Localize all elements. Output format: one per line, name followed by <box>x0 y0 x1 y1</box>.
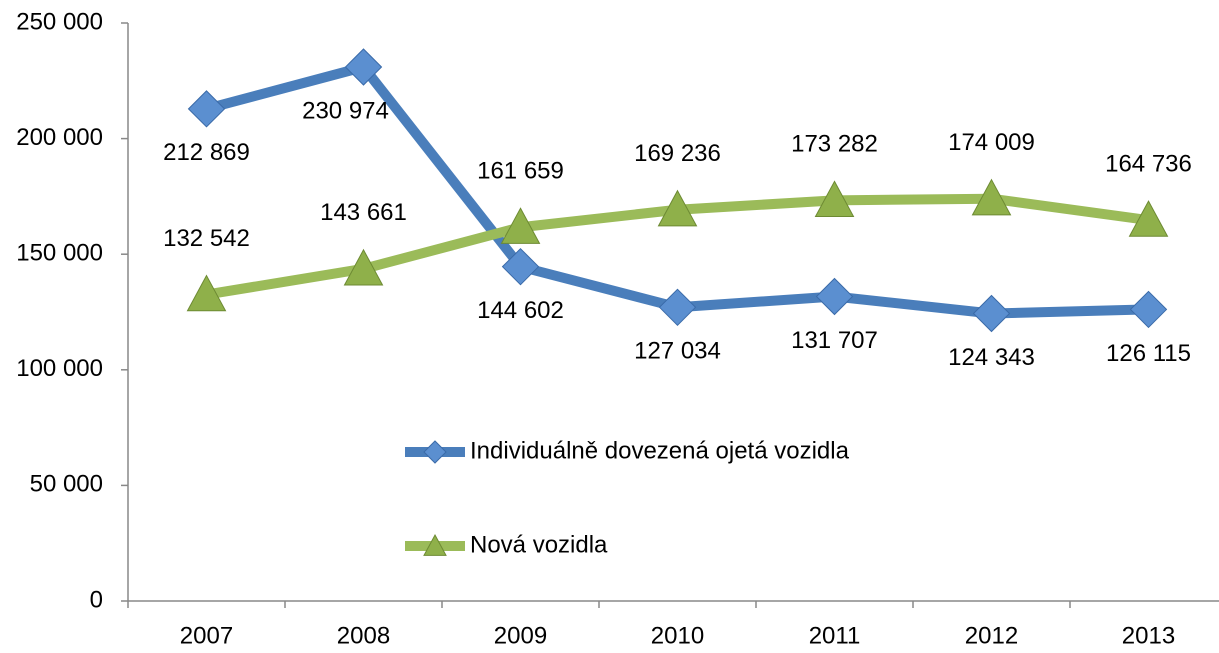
marker <box>500 207 541 244</box>
y-tick-label: 50 000 <box>30 471 103 498</box>
x-tick-label: 2010 <box>651 622 704 648</box>
x-tick-label: 2007 <box>180 622 233 648</box>
data-label: 169 236 <box>634 140 721 167</box>
x-tick-label: 2009 <box>494 622 547 648</box>
y-tick-label: 250 000 <box>16 8 103 35</box>
x-tick-label: 2013 <box>1122 622 1175 648</box>
legend-marker <box>423 440 447 464</box>
x-tick-label: 2012 <box>965 622 1018 648</box>
y-tick-label: 150 000 <box>16 240 103 267</box>
legend-label: Individuálně dovezená ojetá vozidla <box>470 437 850 464</box>
marker <box>972 294 1011 333</box>
data-label: 164 736 <box>1105 150 1192 177</box>
data-label: 212 869 <box>163 139 250 166</box>
legend-marker <box>423 533 447 556</box>
data-label: 131 707 <box>791 327 878 354</box>
data-label: 230 974 <box>302 97 389 124</box>
marker <box>1128 200 1169 237</box>
marker <box>344 48 383 86</box>
data-label: 161 659 <box>477 158 564 185</box>
x-tick-label: 2008 <box>337 622 390 648</box>
data-label: 173 282 <box>791 131 878 158</box>
data-label: 132 542 <box>163 225 250 252</box>
x-tick-label: 2011 <box>809 622 861 648</box>
data-label: 127 034 <box>634 338 721 365</box>
y-tick-label: 100 000 <box>16 355 103 382</box>
marker <box>657 189 698 227</box>
marker <box>186 274 227 312</box>
marker <box>187 90 226 128</box>
y-tick-label: 0 <box>90 586 103 613</box>
data-label: 124 343 <box>948 344 1035 371</box>
data-label: 143 661 <box>320 199 407 226</box>
legend-label: Nová vozidla <box>470 531 608 558</box>
marker <box>1129 290 1168 329</box>
marker <box>658 288 697 327</box>
marker <box>814 180 855 218</box>
y-tick-label: 200 000 <box>16 124 103 151</box>
data-label: 174 009 <box>948 129 1035 156</box>
marker <box>971 178 1012 216</box>
marker <box>815 277 854 316</box>
data-label: 144 602 <box>477 297 564 324</box>
marker <box>343 248 384 286</box>
data-label: 126 115 <box>1106 340 1191 367</box>
marker <box>501 247 540 286</box>
